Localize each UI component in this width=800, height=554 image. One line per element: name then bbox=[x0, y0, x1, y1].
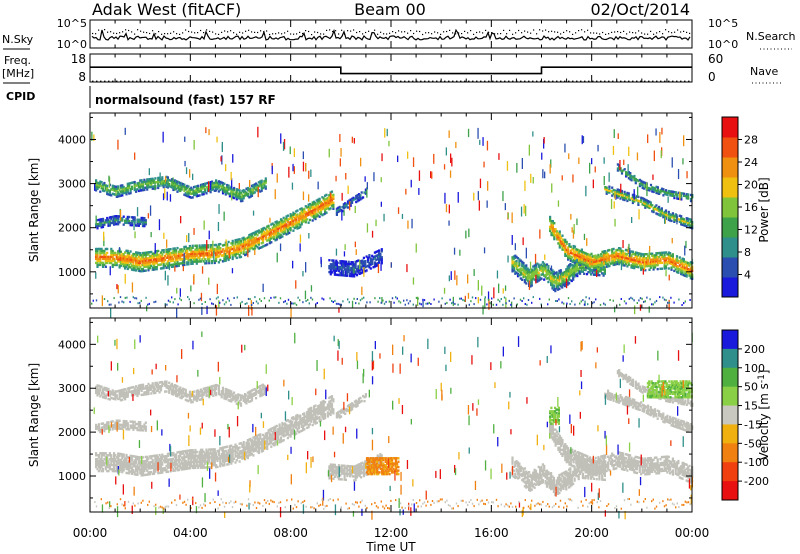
velocity-colorbar-bin-7 bbox=[722, 462, 738, 482]
cpid-label: CPID bbox=[6, 90, 35, 103]
power-colorbar-bin-5 bbox=[722, 177, 738, 198]
velocity-panel-frame bbox=[89, 317, 693, 513]
noise-search-dots bbox=[92, 29, 691, 36]
velocity-xtick-label-2: 08:00 bbox=[273, 526, 308, 540]
power-colorbar-tick-2: 12 bbox=[744, 224, 758, 237]
velocity-colorbar-tick-4: -15 bbox=[744, 418, 762, 431]
freq-tick-bottom: 8 bbox=[78, 70, 86, 84]
noise-tick-bottom: 10^0 bbox=[57, 38, 87, 51]
velocity-colorbar-bin-2 bbox=[722, 367, 738, 388]
velocity-colorbar-bin-0 bbox=[722, 330, 738, 350]
velocity-colorbar: 200 100 50 15 -15 -50 -100 -200 Velocity [m s-1… bbox=[721, 329, 771, 501]
velocity-colorbar-tick-6: -100 bbox=[744, 456, 769, 469]
power-colorbar-bin-4 bbox=[722, 197, 738, 218]
power-panel: 1000 2000 3000 4000 Slant Range [km] bbox=[27, 112, 694, 318]
noise-search-label: N.Search bbox=[746, 30, 796, 43]
velocity-ylabel: Slant Range [km] bbox=[27, 363, 41, 467]
velocity-xtick-label-6: 00:00 bbox=[675, 526, 710, 540]
nave-tick-top: 60 bbox=[708, 52, 723, 66]
power-colorbar-tick-3: 16 bbox=[744, 201, 758, 214]
velocity-xtick-label-4: 16:00 bbox=[474, 526, 509, 540]
power-colorbar-bin-7 bbox=[722, 137, 738, 158]
noise-right-tick-bottom: 10^0 bbox=[708, 38, 738, 51]
cpid-text: normalsound (fast) 157 RF bbox=[95, 93, 276, 107]
power-colorbar-bin-2 bbox=[722, 237, 738, 258]
xaxis-label: Time UT bbox=[365, 540, 416, 554]
velocity-colorbar-label: Velocity [m s-1] bbox=[757, 370, 771, 461]
velocity-colorbar-tick-5: -50 bbox=[744, 437, 762, 450]
velocity-colorbar-bin-4 bbox=[722, 405, 738, 425]
date-title: 02/Oct/2014 bbox=[590, 0, 690, 19]
power-colorbar-bin-8 bbox=[722, 117, 738, 138]
noise-sky-label: N.Sky bbox=[2, 33, 34, 46]
velocity-colorbar-bin-6 bbox=[722, 443, 738, 463]
power-colorbar-tick-4: 20 bbox=[744, 179, 758, 192]
power-colorbar-bin-0 bbox=[722, 277, 738, 298]
noise-panel: N.Sky 10^5 10^0 10^5 10^0 N.Search bbox=[2, 17, 796, 51]
frequency-panel: Freq. [MHz] 18 8 60 0 Nave bbox=[2, 52, 782, 84]
power-colorbar-tick-6: 28 bbox=[744, 134, 758, 147]
velocity-colorbar-bin-5 bbox=[722, 424, 738, 444]
velocity-ytick-label-2: 3000 bbox=[58, 382, 86, 395]
power-colorbar-label: Power [dB] bbox=[757, 177, 771, 242]
station-title: Adak West (fitACF) bbox=[92, 0, 241, 19]
velocity-xtick-label-3: 12:00 bbox=[374, 526, 409, 540]
beam-title: Beam 00 bbox=[354, 0, 426, 19]
velocity-xtick-label-1: 04:00 bbox=[173, 526, 208, 540]
velocity-colorbar-bin-1 bbox=[722, 348, 738, 369]
velocity-ytick-label-3: 4000 bbox=[58, 338, 86, 351]
velocity-echoes bbox=[93, 331, 694, 520]
velocity-ytick-label-1: 2000 bbox=[58, 426, 86, 439]
velocity-colorbar-tick-2: 50 bbox=[744, 381, 758, 394]
power-colorbar-tick-0: 4 bbox=[744, 269, 751, 282]
power-colorbar-tick-5: 24 bbox=[744, 156, 758, 169]
velocity-xtick-label-0: 00:00 bbox=[73, 526, 108, 540]
power-ylabel: Slant Range [km] bbox=[27, 158, 41, 262]
power-ytick-label-0: 1000 bbox=[58, 266, 86, 279]
power-colorbar-bin-6 bbox=[722, 157, 738, 178]
nave-tick-bottom: 0 bbox=[708, 70, 716, 84]
power-colorbar-bin-1 bbox=[722, 257, 738, 278]
velocity-colorbar-tick-3: 15 bbox=[744, 400, 758, 413]
velocity-xtick-label-5: 20:00 bbox=[574, 526, 609, 540]
freq-label: Freq. bbox=[4, 54, 31, 67]
velocity-colorbar-tick-7: -200 bbox=[744, 475, 769, 488]
velocity-colorbar-tick-0: 200 bbox=[744, 343, 765, 356]
velocity-panel: 1000 2000 3000 4000 00:00 04:00 08:00 12:00 16:… bbox=[27, 317, 710, 554]
velocity-colorbar-tick-1: 100 bbox=[744, 362, 765, 375]
power-colorbar: 4 8 12 16 20 24 28 Power [dB] bbox=[721, 116, 771, 298]
nave-label: Nave bbox=[750, 65, 778, 78]
frequency-line bbox=[90, 66, 692, 75]
velocity-colorbar-bin-8 bbox=[722, 481, 738, 501]
noise-tick-top: 10^5 bbox=[57, 17, 87, 30]
velocity-colorbar-bin-3 bbox=[722, 386, 738, 407]
power-ytick-label-1: 2000 bbox=[58, 222, 86, 235]
power-echoes bbox=[91, 126, 694, 318]
noise-right-tick-top: 10^5 bbox=[708, 17, 738, 30]
velocity-ytick-label-0: 1000 bbox=[58, 470, 86, 483]
power-ytick-label-2: 3000 bbox=[58, 178, 86, 191]
freq-tick-top: 18 bbox=[71, 52, 86, 66]
power-panel-frame bbox=[89, 112, 693, 309]
power-colorbar-tick-1: 8 bbox=[744, 246, 751, 259]
power-ytick-label-3: 4000 bbox=[58, 133, 86, 146]
power-colorbar-bin-3 bbox=[722, 217, 738, 238]
freq-unit-label: [MHz] bbox=[2, 67, 34, 80]
noise-sky-line bbox=[91, 28, 691, 41]
